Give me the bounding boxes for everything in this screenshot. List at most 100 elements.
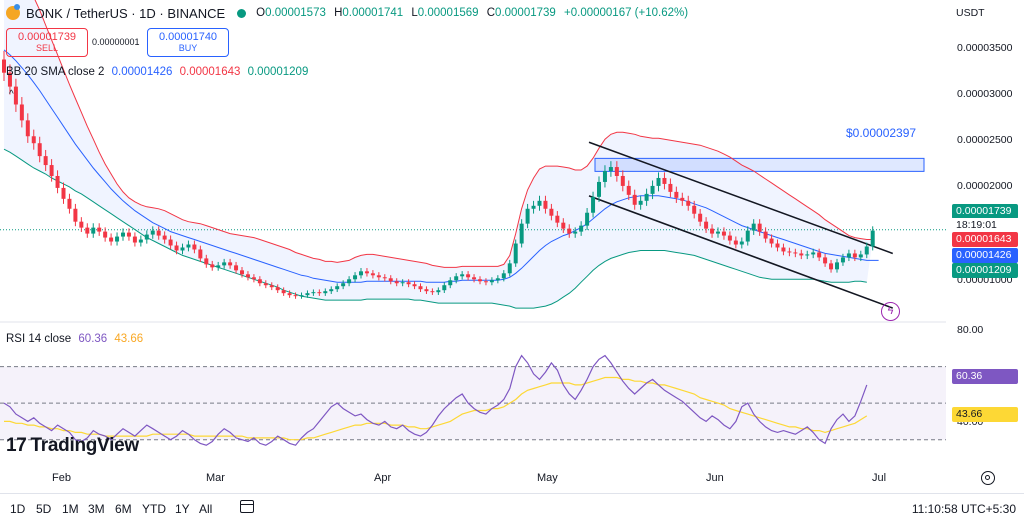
candle-body xyxy=(745,230,750,242)
candle-body xyxy=(180,247,185,251)
candle xyxy=(305,290,310,298)
timeframe-1y[interactable]: 1Y xyxy=(175,502,190,516)
candle xyxy=(858,250,863,262)
price-axis-label: 0.00003000 xyxy=(957,88,1013,100)
candle xyxy=(787,247,792,257)
tradingview-logo[interactable]: 17 TradingView xyxy=(6,435,139,456)
candle xyxy=(251,274,256,283)
candle-body xyxy=(799,253,804,256)
candle xyxy=(341,280,346,290)
candle xyxy=(222,258,227,269)
candle-body xyxy=(858,254,863,258)
candle xyxy=(25,113,30,143)
candle-body xyxy=(495,278,500,281)
rsi-ma-line xyxy=(4,376,868,441)
candle-body xyxy=(573,231,578,234)
candle-body xyxy=(525,208,530,224)
rsi-line xyxy=(3,354,868,446)
candle-body xyxy=(55,175,60,188)
candle xyxy=(460,271,465,280)
candle-body xyxy=(674,191,679,198)
timeframe-all[interactable]: All xyxy=(199,502,213,516)
market-status-icon[interactable] xyxy=(237,8,247,18)
rsi-legend[interactable]: RSI 14 close 60.36 43.66 xyxy=(6,333,144,345)
candle xyxy=(275,284,280,293)
settings-icon[interactable] xyxy=(981,471,995,485)
candle xyxy=(591,191,596,218)
candle-body xyxy=(412,284,417,287)
bb-upper-line xyxy=(34,0,873,268)
candle xyxy=(632,189,637,210)
annotation-price-label[interactable]: $0.00002397 xyxy=(846,126,917,140)
channel-upper-line xyxy=(588,141,894,255)
candle xyxy=(79,217,84,232)
symbol-title[interactable]: BONK / TetherUS · 1D · BINANCE xyxy=(26,5,226,21)
candle-body xyxy=(531,205,536,209)
buy-label: BUY xyxy=(178,43,198,53)
bollinger-legend[interactable]: BB 20 SMA close 2 0.00001426 0.00001643 … xyxy=(6,66,309,78)
collapse-legend-icon[interactable]: ^ xyxy=(9,89,14,100)
candle-body xyxy=(198,249,203,259)
currency-selector[interactable]: USDT xyxy=(956,7,985,19)
clock-readout[interactable]: 11:10:58 UTC+5:30 xyxy=(911,502,1016,516)
rsi-levels xyxy=(0,366,946,441)
candle xyxy=(620,170,625,192)
candle xyxy=(483,278,488,286)
symbol-header[interactable]: BONK / TetherUS · 1D · BINANCE O0.000015… xyxy=(6,4,693,22)
candle xyxy=(192,240,197,254)
candle xyxy=(412,281,417,290)
candle xyxy=(370,270,375,279)
candle xyxy=(614,161,619,182)
candle xyxy=(335,283,340,293)
candle xyxy=(757,219,762,236)
flash-icon[interactable]: ϟ xyxy=(881,302,900,321)
calendar-icon[interactable] xyxy=(240,500,254,513)
rsi-value: 60.36 xyxy=(78,333,108,345)
candle-body xyxy=(448,280,453,286)
candle-body xyxy=(864,246,869,255)
candle xyxy=(513,239,518,267)
candle-body xyxy=(317,292,322,294)
candle-body xyxy=(192,244,197,250)
rsi-tag: 60.36 xyxy=(952,369,1018,384)
candle-body xyxy=(2,59,6,73)
tradingview-mark-icon: 17 xyxy=(6,435,27,456)
sell-button[interactable]: 0.00001739 SELL xyxy=(6,28,88,57)
timeframe-1m[interactable]: 1M xyxy=(62,502,79,516)
candle-body xyxy=(204,258,209,265)
candle xyxy=(37,136,42,163)
bb-upper-tag: 0.00001643 xyxy=(952,232,1018,247)
candle-body xyxy=(61,187,66,199)
candle-body xyxy=(519,223,524,244)
candle xyxy=(109,233,114,246)
candle xyxy=(805,250,810,260)
timeframe-5d[interactable]: 5D xyxy=(36,502,52,516)
candle-body xyxy=(115,236,120,242)
candle-body xyxy=(222,262,227,266)
candle-body xyxy=(132,236,137,243)
candle xyxy=(835,258,839,273)
candle-body xyxy=(364,271,369,274)
timeframe-ytd[interactable]: YTD xyxy=(142,502,166,516)
candle xyxy=(799,249,804,260)
timeframe-3m[interactable]: 3M xyxy=(88,502,105,516)
candle-body xyxy=(632,194,637,205)
candle-body xyxy=(335,286,340,290)
candle xyxy=(692,200,697,219)
candle xyxy=(144,230,149,244)
candle-body xyxy=(305,293,310,296)
candle xyxy=(442,282,447,293)
candle xyxy=(602,165,607,188)
candle xyxy=(781,243,786,256)
timeframe-6m[interactable]: 6M xyxy=(115,502,132,516)
buy-button[interactable]: 0.00001740 BUY xyxy=(147,28,229,57)
bb-basis-line xyxy=(3,49,879,283)
bb-basis-value: 0.00001426 xyxy=(111,66,173,78)
candle-body xyxy=(775,243,780,248)
candle-body xyxy=(234,265,239,271)
candle-body xyxy=(733,240,738,245)
candle xyxy=(13,78,18,112)
candle-body xyxy=(555,215,560,223)
timeframe-1d[interactable]: 1D xyxy=(10,502,26,516)
